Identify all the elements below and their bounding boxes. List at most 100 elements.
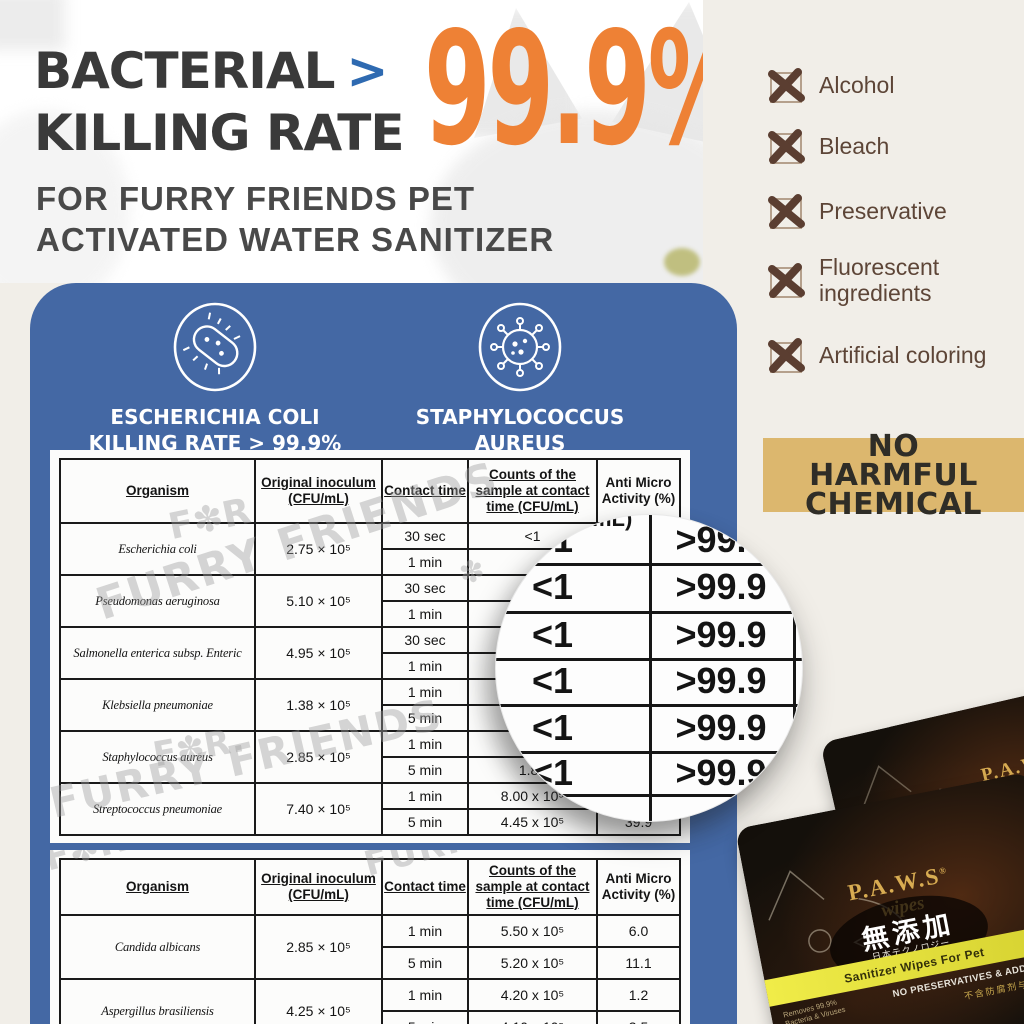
organism-cell: Pseudomonas aeruginosa: [59, 574, 256, 628]
registered-mark: ®: [938, 864, 949, 877]
checklist-item: Fluorescent ingredients: [768, 254, 1014, 306]
time-cell: 5 min: [381, 756, 469, 784]
product-subtitle: FOR FURRY FRIENDS PET ACTIVATED WATER SA…: [36, 178, 554, 260]
activity-cell: 6.0: [596, 914, 681, 948]
organism-cell: Staphylococcus aureus: [59, 730, 256, 784]
staph-name: STAPHYLOCOCCUS AUREUS: [415, 405, 625, 455]
time-cell: 30 sec: [381, 626, 469, 654]
cross-checkbox-icon: [768, 129, 805, 164]
col-header-inoculum: Original inoculum (CFU/mL): [254, 458, 383, 524]
kill-rate-value: 99.9%: [424, 0, 703, 181]
magnified-count: <1: [531, 660, 574, 701]
inoculum-cell: 4.25 × 10⁵: [254, 978, 383, 1024]
col-header-activity: Anti Micro Activity (%): [596, 858, 681, 916]
magnified-activity: >99.9: [675, 660, 767, 701]
activity-cell: 1.2: [596, 978, 681, 1012]
time-cell: 1 min: [381, 600, 469, 628]
time-cell: 1 min: [381, 978, 469, 1012]
col-header-counts: Counts of the sample at contact time (CF…: [467, 858, 598, 916]
organism-cell: Klebsiella pneumoniae: [59, 678, 256, 732]
checklist-item: Preservative: [768, 194, 947, 229]
magnified-activity: >99.9: [675, 706, 767, 748]
badge-line3: CHEMICAL: [805, 486, 982, 522]
col-header-inoculum: Original inoculum (CFU/mL): [254, 858, 383, 916]
hero-section: BACTERIAL> KILLING RATE 99.9% FOR FURRY …: [0, 0, 703, 283]
bacteria-icon: [173, 302, 257, 392]
time-cell: 1 min: [381, 730, 469, 758]
time-cell: 30 sec: [381, 574, 469, 602]
greater-than-symbol: >: [346, 42, 388, 100]
organism-cell: Salmonella enterica subsp. Enteric: [59, 626, 256, 680]
time-cell: 1 min: [381, 678, 469, 706]
inoculum-cell: 1.38 × 10⁵: [254, 678, 383, 732]
magnified-activity: >99.9: [675, 566, 767, 607]
cat-eye-shape: [664, 248, 700, 276]
magnifier-circle: mL) <1 >99.9 <1 >99.9 <1 >99.9 <1 >99.9 …: [495, 514, 803, 822]
checklist-label: Bleach: [819, 133, 890, 159]
subtitle-line2: ACTIVATED WATER SANITIZER: [36, 221, 555, 258]
col-header-organism: Organism: [59, 858, 256, 916]
checklist-label: Artificial coloring: [819, 342, 987, 368]
count-cell: 4.10 x 10⁵: [467, 1010, 598, 1024]
magnified-column-divider: [793, 515, 796, 821]
virus-icon: [478, 302, 562, 392]
inoculum-cell: 4.95 × 10⁵: [254, 626, 383, 680]
magnified-activity: >99.9: [675, 518, 767, 560]
time-cell: 5 min: [381, 946, 469, 980]
no-harmful-chemical-badge: NO HARMFUL CHEMICAL: [763, 431, 1024, 519]
checklist-label: Preservative: [819, 198, 947, 224]
magnified-count: <1: [531, 751, 574, 793]
lab-table-fungi: F✽R FURRY FRIENDS Organism Original inoc…: [50, 850, 690, 1024]
magnified-count: <1: [531, 613, 574, 655]
magnified-count: <1: [531, 518, 574, 560]
time-cell: 5 min: [381, 1010, 469, 1024]
magnified-activity: >99.9: [675, 751, 767, 793]
checklist-label: Fluorescent ingredients: [819, 254, 940, 306]
cross-checkbox-icon: [768, 338, 805, 373]
activity-cell: 11.1: [596, 946, 681, 980]
checklist-item: Artificial coloring: [768, 338, 987, 373]
inoculum-cell: 7.40 × 10⁵: [254, 782, 383, 836]
checklist-item: Bleach: [768, 129, 890, 164]
col-header-organism: Organism: [59, 458, 256, 524]
time-cell: 1 min: [381, 782, 469, 810]
wipes-pack-front: P.A.W.S® wipes 無添加 日本テクノロジー Sanitizer Wi…: [734, 771, 1024, 1024]
col-header-contact: Contact time: [381, 458, 469, 524]
badge-line2: HARMFUL: [809, 457, 978, 493]
inoculum-cell: 5.10 × 10⁵: [254, 574, 383, 628]
count-cell: 5.50 x 10⁵: [467, 914, 598, 948]
time-cell: 1 min: [381, 914, 469, 948]
organism-cell: Candida albicans: [59, 914, 256, 980]
inoculum-cell: 2.85 × 10⁵: [254, 914, 383, 980]
count-cell: 5.20 x 10⁵: [467, 946, 598, 980]
time-cell: 5 min: [381, 704, 469, 732]
headline-line1: BACTERIAL: [34, 42, 335, 100]
count-cell: 4.20 x 10⁵: [467, 978, 598, 1012]
magnified-header-fragment: mL): [592, 514, 633, 531]
activity-cell: 3.5: [596, 1010, 681, 1024]
cross-checkbox-icon: [768, 263, 805, 298]
organism-cell: Escherichia coli: [59, 522, 256, 576]
magnified-activity: >99.9: [675, 613, 767, 655]
headline: BACTERIAL > KILLING RATE: [34, 40, 405, 164]
inoculum-cell: 2.85 × 10⁵: [254, 730, 383, 784]
inoculum-cell: 2.75 × 10⁵: [254, 522, 383, 576]
cross-checkbox-icon: [768, 68, 805, 103]
organism-cell: Streptococcus pneumoniae: [59, 782, 256, 836]
magnified-count: <1: [531, 706, 574, 748]
subtitle-line1: FOR FURRY FRIENDS PET: [36, 180, 476, 217]
badge-line1: NO: [867, 428, 920, 464]
col-header-counts: Counts of the sample at contact time (CF…: [467, 458, 598, 524]
organism-cell: Aspergillus brasiliensis: [59, 978, 256, 1024]
headline-line2: KILLING RATE: [34, 104, 405, 162]
checklist-item: Alcohol: [768, 68, 895, 103]
col-header-contact: Contact time: [381, 858, 469, 916]
magnified-column-divider: [649, 515, 652, 821]
checklist-label: Alcohol: [819, 72, 895, 98]
time-cell: 1 min: [381, 652, 469, 680]
time-cell: 5 min: [381, 808, 469, 836]
cross-checkbox-icon: [768, 194, 805, 229]
ecoli-column: ESCHERICHIA COLI KILLING RATE > 99.9%: [65, 301, 365, 456]
col-header-activity: Anti Micro Activity (%): [596, 458, 681, 524]
